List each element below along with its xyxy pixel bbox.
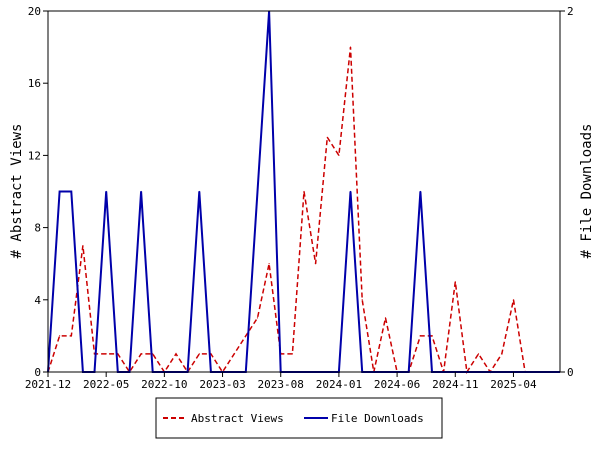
data-point-abstract-views <box>501 353 503 355</box>
data-point-abstract-views <box>291 353 293 355</box>
x-axis: 2021-12 2022-05 2022-10 2023-03 2023-08 2024-… <box>25 372 537 391</box>
y-axis-left: 0 4 8 12 16 20 <box>28 5 48 379</box>
y-left-tick-label: 4 <box>34 294 41 307</box>
data-point-abstract-views <box>256 317 259 319</box>
x-tick-label: 2022-10 <box>141 378 187 391</box>
legend-box <box>155 397 443 439</box>
data-point-abstract-views <box>268 263 270 265</box>
series-line-abstract-views <box>47 47 560 375</box>
data-point-file-downloads <box>105 190 107 193</box>
data-point-abstract-views <box>82 245 84 247</box>
x-tick-label: 2023-08 <box>258 378 304 391</box>
data-point-abstract-views <box>233 353 235 355</box>
data-point-abstract-views <box>431 335 433 337</box>
legend-label-file-downloads: File Downloads <box>331 412 424 425</box>
data-point-file-downloads <box>70 190 72 193</box>
data-point-file-downloads <box>140 190 142 193</box>
data-point-abstract-views <box>140 353 142 355</box>
y-axis-right-title: # File Downloads <box>579 124 595 259</box>
x-tick-label: 2024-01 <box>316 378 362 391</box>
y-left-tick-label: 12 <box>28 149 41 162</box>
y-left-tick-label: 8 <box>34 222 41 235</box>
plot-frame <box>47 10 561 373</box>
y-axis-right: 02 <box>560 5 574 379</box>
data-point-abstract-views <box>70 335 72 337</box>
data-point-file-downloads <box>59 190 61 193</box>
data-point-abstract-views <box>303 190 305 193</box>
y-left-tick-label: 0 <box>34 366 41 379</box>
data-point-abstract-views <box>175 353 177 355</box>
data-point-abstract-views <box>59 335 61 337</box>
data-point-abstract-views <box>105 353 107 355</box>
plot-series <box>47 10 561 375</box>
data-point-abstract-views <box>349 46 352 48</box>
y-left-tick-label: 20 <box>28 5 41 18</box>
y-right-tick-label: 0 <box>567 366 574 379</box>
data-point-abstract-views <box>245 335 247 337</box>
x-tick-label: 2024-11 <box>432 378 478 391</box>
data-point-abstract-views <box>477 353 480 355</box>
data-point-abstract-views <box>198 353 200 355</box>
y-axis-left-title: # Abstract Views <box>9 124 25 259</box>
legend-label-abstract-views: Abstract Views <box>191 412 284 425</box>
y-right-tick-label: 2 <box>567 5 574 18</box>
data-point-abstract-views <box>326 136 328 138</box>
data-point-file-downloads <box>419 190 421 193</box>
data-point-abstract-views <box>361 299 363 301</box>
data-point-abstract-views <box>338 154 340 156</box>
x-tick-label: 2022-05 <box>83 378 129 391</box>
data-point-abstract-views <box>315 263 317 265</box>
data-point-file-downloads <box>349 190 352 193</box>
data-point-abstract-views <box>512 299 515 301</box>
data-point-file-downloads <box>256 190 259 193</box>
data-point-abstract-views <box>419 335 421 337</box>
data-point-file-downloads <box>198 190 200 193</box>
legend: Abstract Views File Downloads <box>155 397 443 439</box>
x-tick-label: 2024-06 <box>374 378 420 391</box>
x-tick-label: 2021-12 <box>25 378 71 391</box>
data-point-abstract-views <box>384 317 387 319</box>
x-tick-label: 2025-04 <box>490 378 537 391</box>
x-tick-label: 2023-03 <box>199 378 245 391</box>
data-point-abstract-views <box>454 281 456 283</box>
y-left-tick-label: 16 <box>28 77 41 90</box>
